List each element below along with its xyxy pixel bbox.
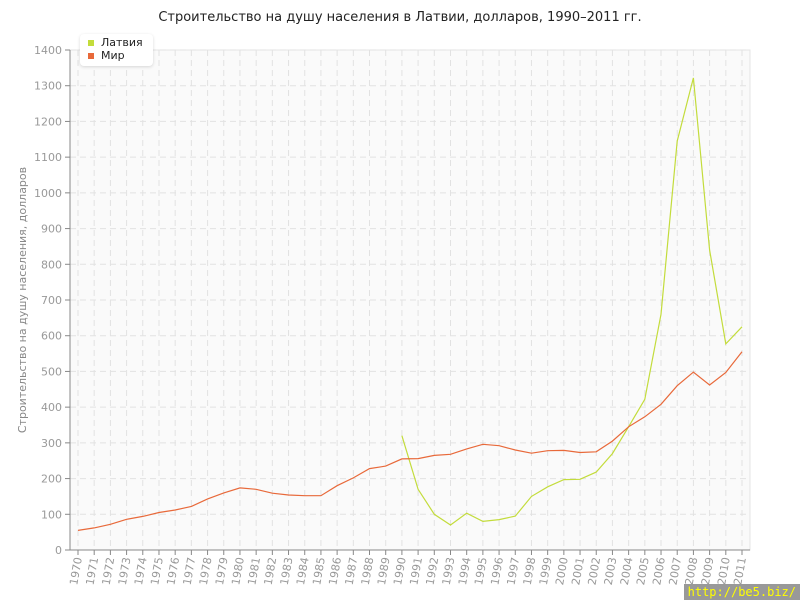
x-tick-label: 1978 xyxy=(197,556,215,586)
x-tick-label: 2011 xyxy=(731,556,749,586)
x-tick-label: 1991 xyxy=(407,556,425,586)
x-tick-label: 1998 xyxy=(521,556,539,586)
y-tick-label: 1200 xyxy=(34,115,62,128)
y-tick-label: 200 xyxy=(41,473,62,486)
y-tick-label: 500 xyxy=(41,365,62,378)
x-tick-label: 1974 xyxy=(132,556,150,586)
x-tick-label: 1999 xyxy=(537,556,555,586)
x-tick-label: 1992 xyxy=(424,556,442,586)
series-line-0 xyxy=(401,77,743,526)
x-tick-label: 1983 xyxy=(278,556,296,586)
x-tick-label: 1976 xyxy=(164,556,182,586)
x-tick-label: 1986 xyxy=(326,556,344,586)
x-tick-label: 1989 xyxy=(375,556,393,586)
y-tick-label: 900 xyxy=(41,223,62,236)
x-tick-label: 1971 xyxy=(83,556,101,586)
x-tick-label: 1984 xyxy=(294,556,312,586)
x-tick-label: 2009 xyxy=(699,556,717,586)
y-tick-label: 700 xyxy=(41,294,62,307)
y-axis-label: Строительство на душу населения, долларо… xyxy=(16,167,29,433)
x-tick-label: 1993 xyxy=(440,556,458,586)
x-tick-label: 2002 xyxy=(586,556,604,586)
chart-title: Строительство на душу населения в Латвии… xyxy=(158,10,642,25)
y-tick-label: 1300 xyxy=(34,80,62,93)
x-tick-label: 2004 xyxy=(618,556,636,586)
y-tick-label: 600 xyxy=(41,330,62,343)
x-tick-label: 1988 xyxy=(359,556,377,586)
x-tick-label: 1979 xyxy=(213,556,231,586)
legend-swatch xyxy=(88,52,94,59)
x-tick-label: 1994 xyxy=(456,556,474,586)
x-tick-label: 1975 xyxy=(148,556,166,586)
legend-item-world[interactable]: Мир xyxy=(88,49,143,62)
y-tick-label: 300 xyxy=(41,437,62,450)
x-tick-label: 2005 xyxy=(634,556,652,586)
x-tick-label: 2003 xyxy=(602,556,620,586)
legend-label: Мир xyxy=(101,49,125,62)
y-tick-label: 400 xyxy=(41,401,62,414)
x-tick-label: 1997 xyxy=(505,556,523,586)
y-tick-label: 100 xyxy=(41,508,62,521)
x-tick-label: 1990 xyxy=(391,556,409,586)
legend-swatch xyxy=(88,39,94,46)
x-tick-label: 2008 xyxy=(683,556,701,586)
watermark[interactable]: http://be5.biz/ xyxy=(683,584,800,600)
series-line-1 xyxy=(77,351,743,531)
x-tick-label: 1973 xyxy=(116,556,134,586)
x-tick-label: 1996 xyxy=(488,556,506,586)
y-tick-label: 1000 xyxy=(34,187,62,200)
y-tick-label: 1100 xyxy=(34,151,62,164)
legend-label: Латвия xyxy=(101,36,143,49)
x-tick-label: 1981 xyxy=(245,556,263,586)
y-tick-label: 1400 xyxy=(34,44,62,57)
x-tick-label: 2000 xyxy=(553,556,571,586)
legend-item-latvia[interactable]: Латвия xyxy=(88,36,143,49)
x-tick-label: 2010 xyxy=(715,556,733,586)
x-tick-label: 1985 xyxy=(310,556,328,586)
x-tick-label: 1987 xyxy=(343,556,361,586)
y-tick-label: 0 xyxy=(55,544,62,557)
x-tick-label: 1982 xyxy=(262,556,280,586)
x-tick-label: 1977 xyxy=(181,556,199,586)
x-tick-label: 2001 xyxy=(569,556,587,586)
legend: Латвия Мир xyxy=(80,34,153,66)
x-tick-label: 1972 xyxy=(100,556,118,586)
x-tick-label: 2006 xyxy=(650,556,668,586)
x-tick-label: 1970 xyxy=(67,556,85,586)
x-tick-label: 2007 xyxy=(667,556,685,586)
y-tick-label: 800 xyxy=(41,258,62,271)
x-tick-label: 1980 xyxy=(229,556,247,586)
x-tick-label: 1995 xyxy=(472,556,490,586)
